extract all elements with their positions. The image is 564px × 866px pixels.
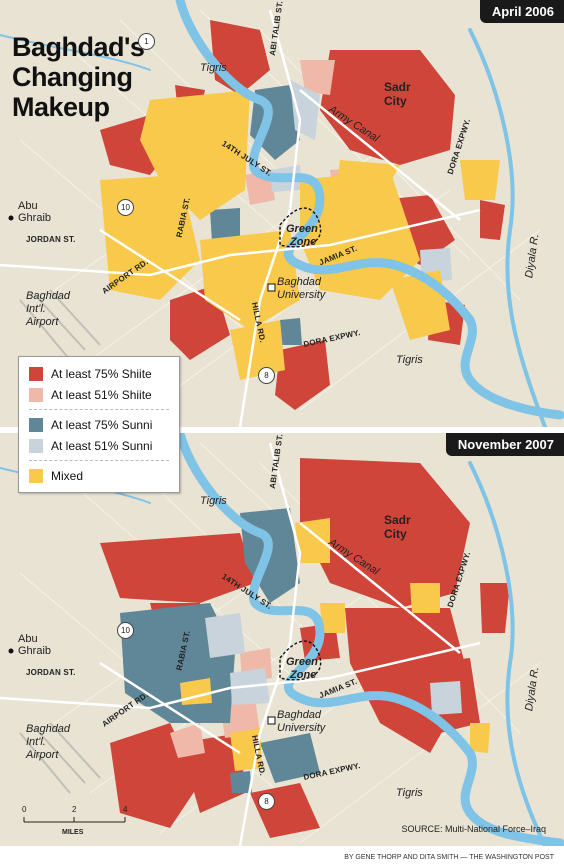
route-8-shield-2006: 8 [258, 367, 275, 384]
ghraib-label-2006: Ghraib [18, 212, 52, 224]
baghdad-univ-label-2006a: Baghdad [277, 276, 322, 288]
university-marker-2007 [267, 716, 276, 725]
date-label-2006: April 2006 [479, 0, 564, 23]
route-10-shield-2007: 10 [117, 622, 134, 639]
scale-bar-graphic [23, 817, 126, 823]
tigris-label-2006b: Tigris [396, 354, 423, 366]
map-2006 [0, 0, 564, 427]
tigris-label-2007a: Tigris [200, 495, 227, 507]
map-title: Baghdad's Changing Makeup [12, 32, 145, 122]
legend-swatch-sunni-51 [29, 438, 43, 453]
route-10-shield-2006: 10 [117, 199, 134, 216]
legend-label-shiite-51: At least 51% Shiite [51, 387, 152, 402]
green-label-2006: Green [286, 223, 318, 235]
baghdad-airport-label-2006c: Airport [26, 316, 59, 328]
legend-item-shiite-75: At least 75% Shiite [29, 363, 179, 384]
map-legend: At least 75% Shiite At least 51% Shiite … [18, 356, 180, 493]
abu-ghraib-dot-2007 [8, 648, 14, 654]
scale-tick-2: 2 [72, 805, 77, 814]
baghdad-airport-label-2006b: Int'l. [26, 303, 46, 315]
abu-label-2006: Abu [18, 200, 38, 212]
tigris-label-2006a: Tigris [200, 62, 227, 74]
legend-swatch-mixed [29, 468, 43, 483]
green-label-2007: Green [286, 656, 318, 668]
baghdad-airport-label-2007a: Baghdad [26, 723, 71, 735]
zone-label-2006: Zone [290, 236, 317, 248]
ghraib-label-2007: Ghraib [18, 645, 52, 657]
legend-item-sunni-75: At least 75% Sunni [29, 414, 179, 435]
baghdad-univ-label-2007a: Baghdad [277, 709, 322, 721]
scale-bar [22, 814, 127, 824]
green-zone-outline-2006 [279, 207, 322, 248]
legend-label-sunni-75: At least 75% Sunni [51, 417, 153, 432]
baghdad-airport-label-2007c: Airport [26, 749, 59, 761]
legend-swatch-sunni-75 [29, 417, 43, 432]
rivers-2006 [0, 0, 564, 427]
baghdad-airport-label-2007b: Int'l. [26, 736, 46, 748]
green-zone-outline-2007 [279, 640, 322, 681]
scale-tick-0: 0 [22, 805, 27, 814]
source-note: SOURCE: Multi-National Force–Iraq [401, 824, 546, 834]
credit-line: BY GENE THORP AND DITA SMITH — THE WASHI… [344, 854, 554, 861]
baghdad-airport-label-2006a: Baghdad [26, 290, 71, 302]
legend-swatch-shiite-51 [29, 387, 43, 402]
legend-item-mixed: Mixed [29, 465, 179, 486]
route-1-shield-2006: 1 [138, 33, 155, 50]
city-label-2007: City [384, 527, 407, 541]
scale-unit: MILES [62, 829, 84, 836]
baghdad-univ-label-2007b: University [277, 722, 326, 734]
jordan-st-label-2006: JORDAN ST. [26, 235, 76, 244]
sadr-label-2007: Sadr [384, 513, 411, 527]
legend-item-shiite-51: At least 51% Shiite [29, 384, 179, 405]
legend-divider-2 [29, 460, 169, 461]
map-panel-2006: April 2006 Baghdad's Changing Makeup Tig… [0, 0, 564, 427]
abu-label-2007: Abu [18, 633, 38, 645]
map-panel-2007: November 2007 Tigris Tigris Sadr City Ar… [0, 433, 564, 846]
airport-runways-2007 [19, 722, 101, 794]
jordan-st-label-2007: JORDAN ST. [26, 668, 76, 677]
scale-tick-4: 4 [123, 805, 128, 814]
date-label-2007: November 2007 [445, 433, 564, 456]
legend-label-mixed: Mixed [51, 468, 84, 483]
abu-ghraib-dot-2006 [8, 215, 14, 221]
zone-label-2007: Zone [290, 669, 317, 681]
city-label-2006: City [384, 94, 407, 108]
tigris-label-2007b: Tigris [396, 787, 423, 799]
legend-swatch-shiite-75 [29, 366, 43, 381]
legend-item-sunni-51: At least 51% Sunni [29, 435, 179, 456]
map-2007 [0, 433, 564, 846]
legend-label-shiite-75: At least 75% Shiite [51, 366, 152, 381]
baghdad-univ-label-2006b: University [277, 289, 326, 301]
legend-divider-1 [29, 409, 169, 410]
airport-runways-2006 [19, 289, 101, 361]
legend-label-sunni-51: At least 51% Sunni [51, 438, 153, 453]
route-8-shield-2007: 8 [258, 793, 275, 810]
sadr-label-2006: Sadr [384, 80, 411, 94]
university-marker-2006 [267, 283, 276, 292]
